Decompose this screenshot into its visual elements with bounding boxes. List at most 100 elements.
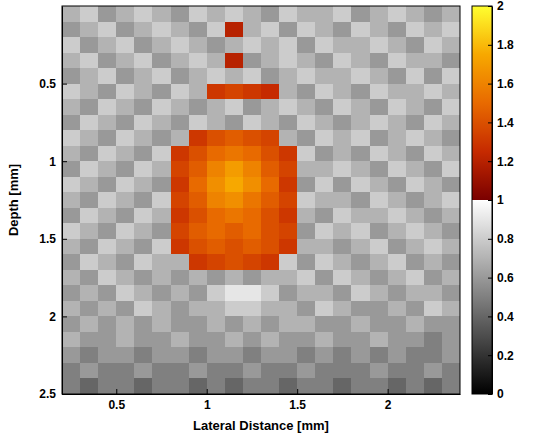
cell [333,208,352,224]
cell [315,6,334,22]
cell [134,53,153,69]
tick-mark [488,355,492,356]
cell [424,363,443,379]
cell [80,99,99,115]
tick-mark [488,45,492,46]
cell [152,223,171,239]
cell [406,115,425,131]
cell [243,378,262,394]
cell [351,22,370,38]
cell [62,332,81,348]
cell [333,6,352,22]
tick: 0.4 [488,310,514,324]
cell [406,378,425,394]
cell [62,208,81,224]
cell [80,332,99,348]
cell [207,84,226,100]
cell [388,130,407,146]
cell [152,363,171,379]
cell [388,223,407,239]
tick-mark [488,6,492,7]
cell [62,115,81,131]
cell [98,192,117,208]
cell [171,363,190,379]
cell [225,37,244,53]
cell [261,6,280,22]
cell [279,270,298,286]
cell [406,285,425,301]
cell [80,347,99,363]
cell [171,146,190,162]
cell [297,130,316,146]
cell [370,316,389,332]
cell [388,285,407,301]
cell [333,53,352,69]
cell [333,301,352,317]
cell [351,68,370,84]
tick-label: 1.5 [39,232,56,246]
cell [351,99,370,115]
cell [225,223,244,239]
tick-label: 2.5 [39,387,56,401]
cell [207,68,226,84]
cell [225,22,244,38]
cell [134,6,153,22]
tick: 1.5 [289,389,306,412]
cell [261,254,280,270]
cell [152,301,171,317]
cell [171,254,190,270]
cell [243,99,262,115]
cell [351,254,370,270]
tick-mark [62,84,67,85]
cell [424,254,443,270]
cell [116,347,135,363]
cell [370,99,389,115]
tick: 1 [488,193,504,207]
cell [351,161,370,177]
cell [351,115,370,131]
cell [442,378,460,394]
cell [225,68,244,84]
cell [152,208,171,224]
tick: 0 [488,387,504,401]
cell [333,192,352,208]
cell [207,239,226,255]
cell [225,285,244,301]
cell [315,363,334,379]
tick-mark [62,394,67,395]
cell [225,332,244,348]
cell [424,378,443,394]
cell [189,84,208,100]
cell [279,84,298,100]
cell [171,84,190,100]
tick: 0.8 [488,232,514,246]
cell [171,378,190,394]
cell [351,192,370,208]
tick: 1 [204,389,211,412]
axis-line [63,394,461,395]
cell [243,285,262,301]
cell [351,332,370,348]
cell [442,68,460,84]
cell [261,332,280,348]
cell [261,239,280,255]
cell [406,332,425,348]
cell [351,363,370,379]
cell [243,146,262,162]
cell [116,316,135,332]
cell [424,22,443,38]
cell [189,363,208,379]
cell [225,347,244,363]
cell [406,347,425,363]
cell [80,115,99,131]
cell [189,208,208,224]
cell [80,270,99,286]
cell [189,347,208,363]
cell [388,363,407,379]
cell [315,177,334,193]
cell [134,285,153,301]
cell [333,332,352,348]
cell [171,270,190,286]
cell [315,223,334,239]
cell [315,146,334,162]
